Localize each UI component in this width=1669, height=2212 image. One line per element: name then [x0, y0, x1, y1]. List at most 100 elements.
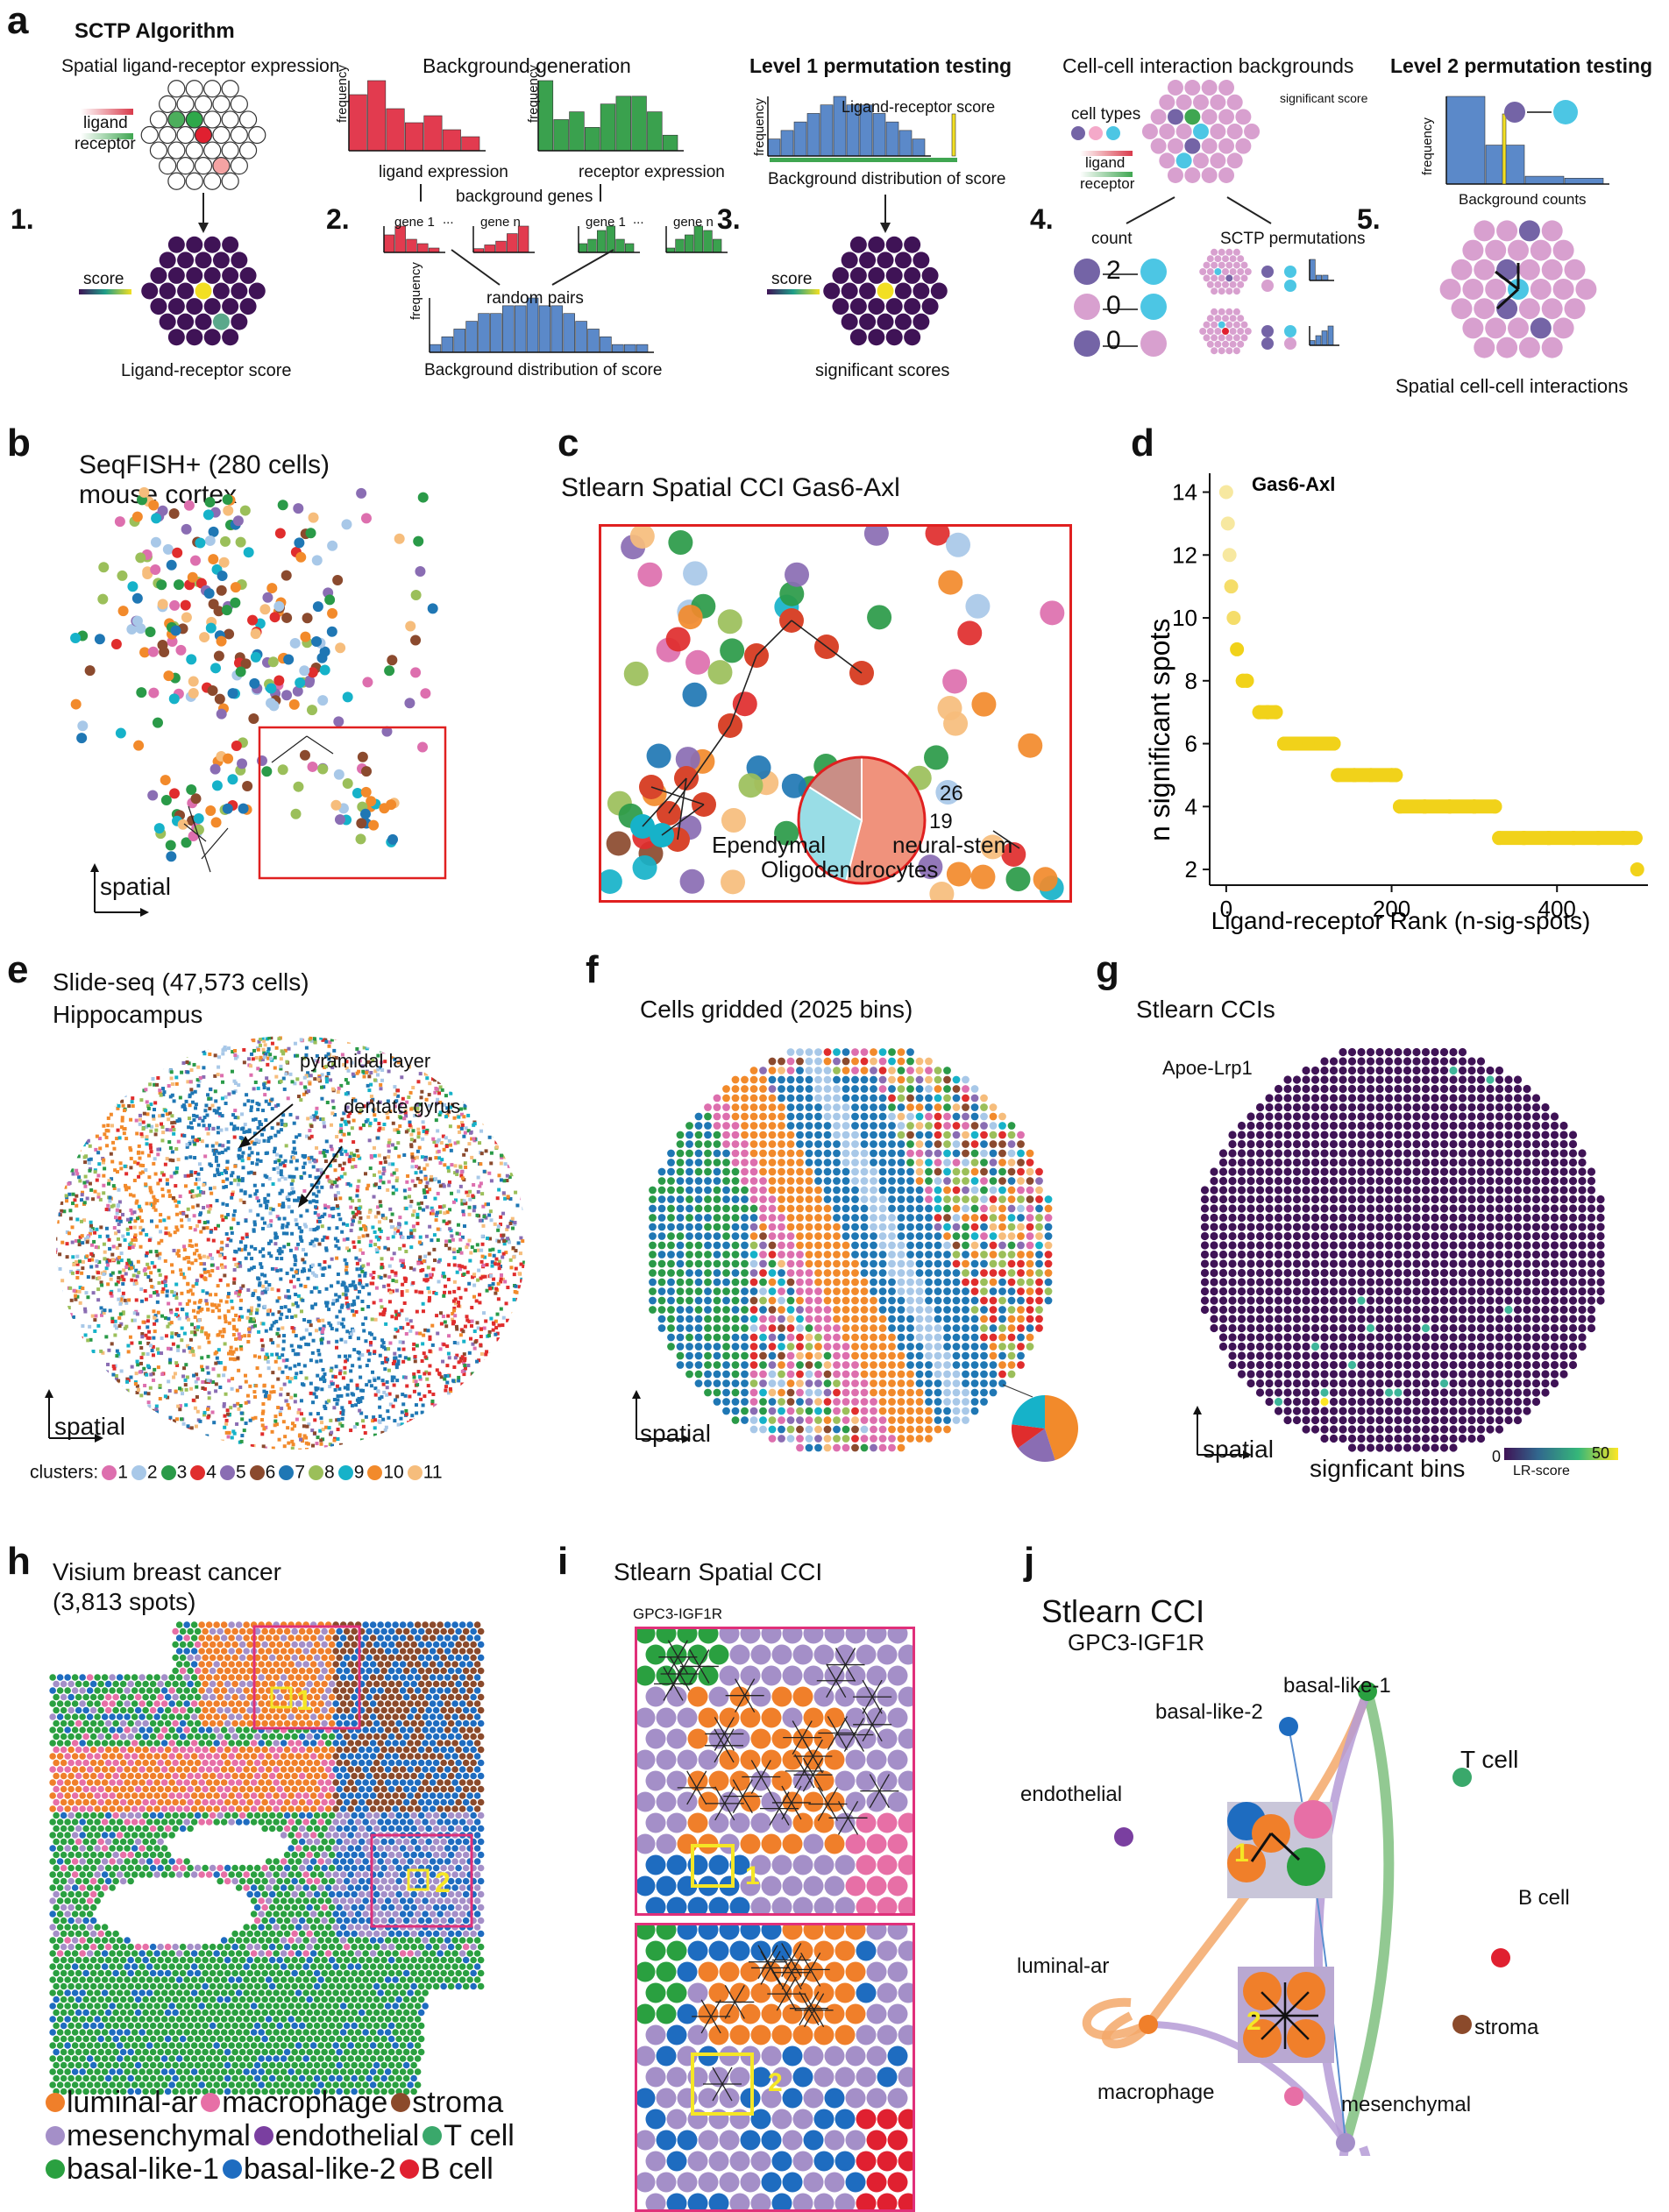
bead: [558, 1195, 561, 1199]
perm-cell: [1222, 328, 1229, 335]
bead: [457, 1379, 460, 1382]
bead: [459, 1296, 463, 1300]
bead: [484, 1035, 487, 1039]
bead: [189, 1338, 193, 1342]
bead: [538, 1330, 542, 1334]
bead: [64, 1362, 67, 1365]
bead: [250, 1257, 253, 1260]
bead: [186, 1424, 189, 1428]
score-cell: [204, 267, 221, 284]
bead: [360, 1438, 364, 1442]
bead: [353, 1284, 357, 1287]
bead: [459, 1085, 463, 1088]
bead: [445, 1381, 449, 1385]
perm-cell: [1214, 315, 1221, 322]
hist-bar: [417, 244, 428, 252]
bead: [547, 1296, 550, 1300]
bead: [345, 1246, 349, 1250]
bead: [402, 1153, 406, 1157]
bead: [149, 1344, 153, 1347]
bead: [83, 1185, 87, 1188]
bead: [118, 1244, 122, 1247]
cell-point: [970, 865, 995, 890]
bead: [430, 1324, 434, 1328]
bead: [176, 1344, 180, 1348]
bead: [309, 1358, 313, 1362]
bead: [444, 1136, 448, 1139]
bead: [493, 1124, 496, 1127]
bead: [251, 1034, 254, 1038]
bead: [556, 1209, 559, 1213]
bead: [556, 1367, 559, 1371]
bead: [130, 1266, 133, 1270]
bead: [230, 1300, 233, 1303]
bead: [107, 1088, 110, 1091]
bead: [121, 1119, 124, 1123]
celltype-cell: [1176, 152, 1192, 168]
cci-cell: [1531, 240, 1552, 261]
bead: [549, 1085, 552, 1088]
bead: [234, 1116, 238, 1119]
bead: [195, 1115, 199, 1118]
bead: [491, 1072, 494, 1075]
bead: [85, 1370, 89, 1373]
bead: [180, 1218, 183, 1222]
bead: [170, 1035, 174, 1039]
bead: [538, 1140, 542, 1144]
bead: [492, 1352, 495, 1356]
bead: [166, 1032, 169, 1036]
cell-point: [132, 616, 143, 627]
bead: [226, 1295, 230, 1299]
bead: [76, 1091, 80, 1095]
bead: [394, 1328, 398, 1331]
bead: [36, 1263, 39, 1266]
bead: [408, 1195, 411, 1198]
bead: [508, 1075, 511, 1079]
bead: [67, 1093, 71, 1096]
bead: [525, 1396, 529, 1400]
bead: [217, 1348, 221, 1351]
bead: [223, 1426, 226, 1429]
cell: [231, 127, 247, 144]
hist-bar: [612, 344, 623, 352]
bead: [515, 1161, 519, 1165]
bead: [443, 1074, 446, 1077]
cell-types-label: cell types: [1071, 105, 1140, 124]
count-cell-b: [1140, 330, 1167, 357]
bead: [93, 1068, 96, 1072]
bead: [533, 1320, 536, 1323]
bead: [512, 1312, 515, 1315]
bead: [103, 1132, 106, 1136]
bead: [198, 1162, 202, 1166]
bead: [480, 1421, 484, 1424]
bead: [534, 1314, 537, 1317]
bead: [291, 1447, 295, 1450]
bead: [551, 1407, 555, 1411]
bead: [549, 1329, 552, 1333]
bead: [151, 1261, 154, 1265]
bead: [296, 1278, 300, 1281]
cell-point: [238, 804, 249, 814]
perm-cell: [1233, 308, 1240, 315]
bead: [60, 1241, 64, 1244]
sig-cell: [859, 283, 876, 300]
score-cell: [204, 298, 221, 315]
bead: [194, 1315, 197, 1319]
bead: [423, 1255, 427, 1258]
bead: [59, 1077, 62, 1081]
bead: [318, 1151, 322, 1154]
celltype-cell: [1168, 167, 1183, 183]
bead: [152, 1353, 155, 1357]
bead: [95, 1228, 98, 1231]
bead: [229, 1358, 232, 1361]
bead: [263, 1139, 266, 1143]
bead: [81, 1266, 84, 1270]
bead: [543, 1345, 547, 1349]
bead: [552, 1344, 556, 1347]
bead: [316, 1168, 319, 1172]
bead: [115, 1374, 118, 1378]
bead: [557, 1303, 560, 1307]
bead: [492, 1278, 495, 1281]
bead: [227, 1435, 231, 1438]
cell-point: [77, 720, 88, 731]
